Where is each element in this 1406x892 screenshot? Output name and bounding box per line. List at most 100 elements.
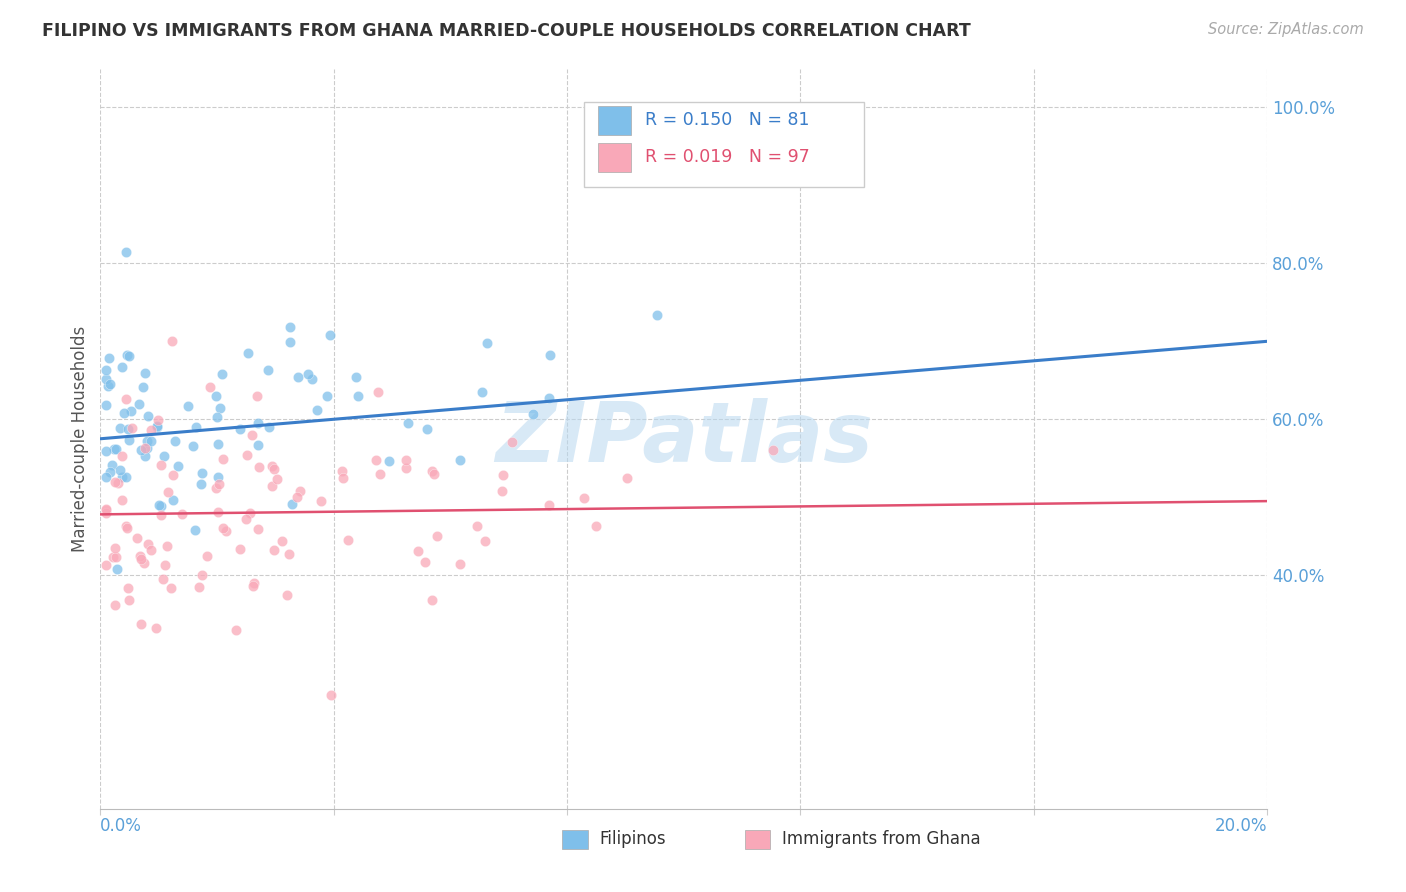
Point xyxy=(208,476,231,491)
Point xyxy=(413,555,436,569)
Point xyxy=(321,688,343,702)
Point xyxy=(200,380,222,394)
FancyBboxPatch shape xyxy=(599,105,631,136)
Point xyxy=(246,438,269,452)
Point xyxy=(492,468,515,483)
Text: R = 0.019   N = 97: R = 0.019 N = 97 xyxy=(645,148,810,167)
Point xyxy=(287,369,309,384)
Point xyxy=(111,360,134,375)
Point xyxy=(139,543,162,558)
Point xyxy=(132,556,155,570)
Point xyxy=(184,420,207,434)
Point xyxy=(162,493,184,508)
Point xyxy=(129,617,152,632)
Point xyxy=(474,534,496,549)
Point xyxy=(538,347,561,361)
Point xyxy=(134,441,156,455)
Point xyxy=(396,416,419,430)
Point xyxy=(259,420,281,434)
Point xyxy=(762,443,785,458)
Text: Source: ZipAtlas.com: Source: ZipAtlas.com xyxy=(1208,22,1364,37)
Point xyxy=(105,442,128,456)
Point xyxy=(183,523,205,537)
Point xyxy=(141,423,163,437)
Point xyxy=(426,529,449,543)
Point xyxy=(243,575,266,590)
Point xyxy=(195,549,218,563)
Point xyxy=(257,362,280,376)
Point xyxy=(260,459,283,474)
Point xyxy=(128,549,150,563)
Point xyxy=(367,384,389,399)
Point xyxy=(104,550,127,565)
Point xyxy=(96,502,118,516)
Point xyxy=(378,454,401,468)
Point xyxy=(149,508,172,522)
Point xyxy=(101,458,124,472)
Point xyxy=(98,377,121,392)
Point xyxy=(467,518,489,533)
Point xyxy=(96,372,118,386)
Point xyxy=(271,534,294,549)
Point xyxy=(522,407,544,421)
Point xyxy=(585,518,607,533)
Point xyxy=(115,519,138,533)
Point xyxy=(209,401,232,416)
Point xyxy=(449,452,471,467)
Text: 0.0%: 0.0% xyxy=(100,817,142,835)
Point xyxy=(118,433,141,447)
Point xyxy=(145,621,167,635)
Point xyxy=(96,362,118,376)
Point xyxy=(160,334,183,349)
Point xyxy=(101,549,124,564)
Point xyxy=(98,466,121,480)
Point xyxy=(366,453,388,467)
Point xyxy=(309,494,332,508)
Point xyxy=(120,404,142,418)
Point xyxy=(105,562,128,576)
Point xyxy=(129,443,152,458)
Point xyxy=(242,579,264,593)
Point xyxy=(118,593,141,607)
Point xyxy=(191,567,214,582)
Point xyxy=(111,449,134,463)
Point xyxy=(96,558,118,572)
Point xyxy=(205,482,228,496)
Text: Filipinos: Filipinos xyxy=(599,830,665,848)
Point xyxy=(167,459,190,474)
Point xyxy=(98,351,121,365)
Point xyxy=(423,467,446,481)
FancyBboxPatch shape xyxy=(585,102,865,187)
Point xyxy=(315,389,337,403)
Point xyxy=(278,335,301,350)
Point xyxy=(207,469,229,483)
Point xyxy=(215,524,238,538)
Point xyxy=(117,582,139,596)
Point xyxy=(135,442,157,456)
Point xyxy=(645,309,668,323)
Text: R = 0.150   N = 81: R = 0.150 N = 81 xyxy=(645,112,810,129)
Point xyxy=(278,319,301,334)
Point xyxy=(146,419,169,434)
Point xyxy=(134,366,156,380)
Point xyxy=(115,244,138,259)
Point xyxy=(188,580,211,594)
Point xyxy=(117,521,139,535)
Point xyxy=(162,467,184,482)
Point xyxy=(491,484,513,499)
Point xyxy=(138,537,160,551)
Point xyxy=(285,490,308,504)
Point xyxy=(207,436,229,450)
Point xyxy=(247,460,270,475)
Point xyxy=(156,485,179,500)
Point xyxy=(115,392,138,407)
Point xyxy=(148,498,170,512)
Point xyxy=(118,349,141,363)
Point xyxy=(136,409,159,423)
Point xyxy=(420,593,443,607)
Point xyxy=(408,544,430,558)
Point xyxy=(108,463,131,477)
Point xyxy=(146,412,169,426)
Point xyxy=(177,399,200,413)
Point xyxy=(318,327,340,342)
